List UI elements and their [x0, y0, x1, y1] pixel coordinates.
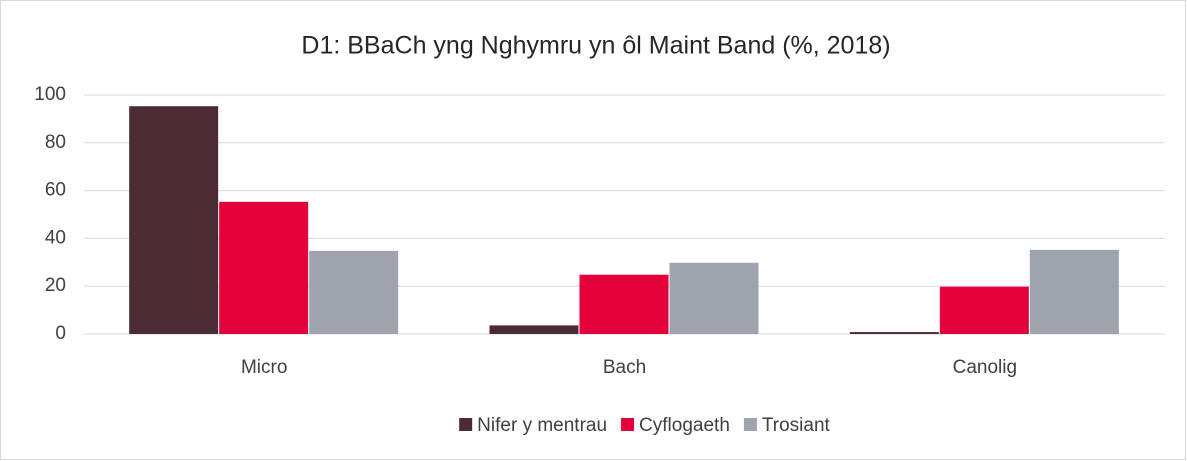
legend-label: Cyflogaeth	[639, 415, 730, 436]
bar	[1029, 249, 1119, 334]
y-tick-label: 20	[45, 275, 66, 296]
bar	[129, 106, 219, 334]
y-tick-label: 80	[45, 132, 66, 153]
legend-swatch	[743, 418, 757, 431]
legend-swatch	[621, 418, 635, 431]
x-tick-label: Canolig	[953, 357, 1017, 378]
y-tick-label: 100	[34, 84, 66, 105]
x-tick-label: Bach	[603, 357, 646, 378]
chart-title: D1: BBaCh yng Nghymru yn ôl Maint Band (…	[301, 32, 890, 60]
bar	[579, 274, 669, 334]
y-tick-label: 0	[55, 323, 66, 344]
legend-label: Nifer y mentrau	[477, 415, 607, 436]
legend-swatch	[459, 418, 473, 431]
x-tick-label: Micro	[241, 357, 287, 378]
bar	[939, 286, 1029, 334]
bar	[219, 201, 309, 334]
bar	[669, 262, 759, 334]
y-tick-label: 40	[45, 227, 66, 248]
legend-label: Trosiant	[762, 415, 831, 436]
bar	[309, 250, 399, 334]
y-tick-label: 60	[45, 180, 66, 201]
bar	[849, 332, 939, 334]
bar	[489, 325, 579, 334]
